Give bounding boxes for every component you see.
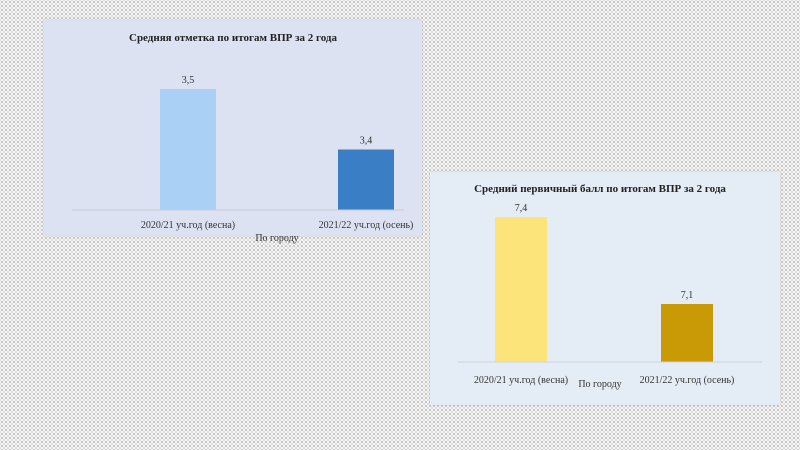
x-tick-label-2: 2021/22 уч.год (осень) <box>319 220 414 231</box>
chart-average-primary-score: Средний первичный балл по итогам ВПР за … <box>458 183 762 390</box>
bar-1 <box>495 217 547 362</box>
chart-average-mark: Средняя отметка по итогам ВПР за 2 года … <box>72 32 414 244</box>
bar-1 <box>160 89 216 210</box>
x-tick-label-2: 2021/22 уч.год (осень) <box>640 375 735 386</box>
chart-title: Средняя отметка по итогам ВПР за 2 года <box>129 32 337 44</box>
bar-2 <box>338 149 394 210</box>
data-label-1: 7,4 <box>515 203 528 214</box>
data-label-1: 3,5 <box>182 75 195 86</box>
chart-panel-average-mark: Средняя отметка по итогам ВПР за 2 года … <box>44 20 422 244</box>
x-tick-label-1: 2020/21 уч.год (весна) <box>474 375 568 386</box>
x-axis-title: По городу <box>578 379 621 390</box>
data-label-2: 3,4 <box>360 136 373 147</box>
bar-2 <box>661 304 713 362</box>
x-tick-label-1: 2020/21 уч.год (весна) <box>141 220 235 231</box>
x-axis-title: По городу <box>255 233 298 244</box>
chart-title: Средний первичный балл по итогам ВПР за … <box>474 183 726 195</box>
chart-panel-average-primary-score: Средний первичный балл по итогам ВПР за … <box>430 172 780 405</box>
data-label-2: 7,1 <box>681 290 694 301</box>
